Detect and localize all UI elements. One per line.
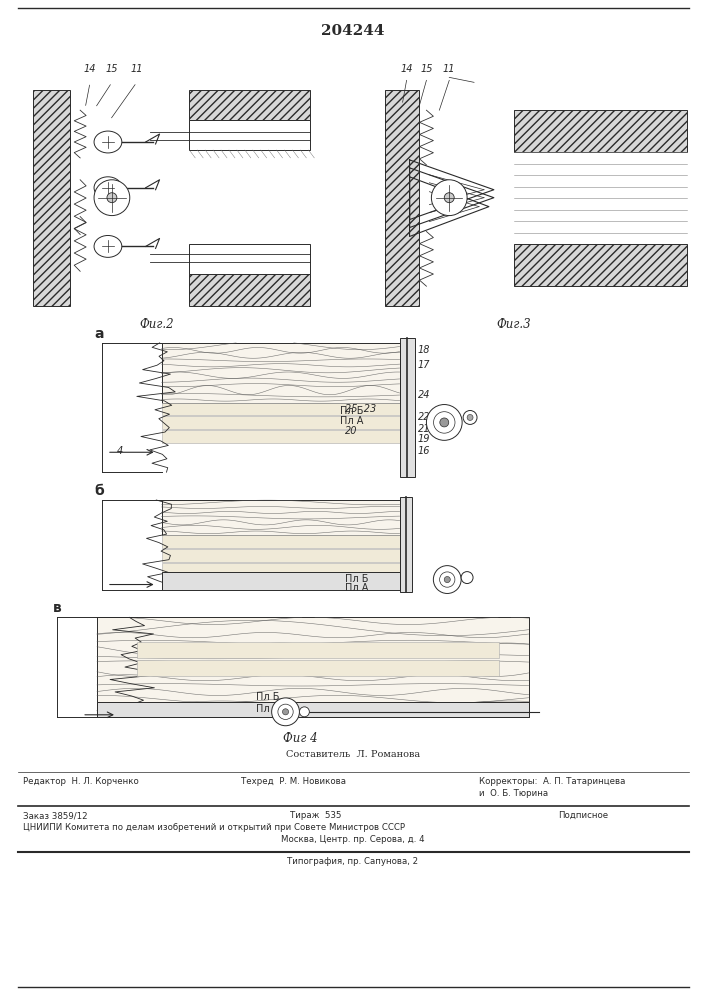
Text: ЦНИИПИ Комитета по делам изобретений и открытий при Совете Министров СССР: ЦНИИПИ Комитета по делам изобретений и о… xyxy=(23,823,404,832)
Bar xyxy=(514,244,687,286)
Bar xyxy=(514,110,687,152)
Text: 11: 11 xyxy=(443,64,455,74)
Text: Пл А: Пл А xyxy=(345,583,368,593)
Bar xyxy=(189,244,310,274)
Text: 16: 16 xyxy=(418,446,430,456)
Circle shape xyxy=(426,405,462,440)
Text: 204244: 204244 xyxy=(321,24,385,38)
Text: 14: 14 xyxy=(84,64,96,74)
Bar xyxy=(161,430,399,443)
Text: и  О. Б. Тюрина: и О. Б. Тюрина xyxy=(479,789,548,798)
Circle shape xyxy=(283,709,288,715)
Text: Москва, Центр. пр. Серова, д. 4: Москва, Центр. пр. Серова, д. 4 xyxy=(281,835,425,844)
Bar xyxy=(399,497,411,592)
Circle shape xyxy=(278,704,293,719)
Circle shape xyxy=(444,193,454,203)
Text: а: а xyxy=(94,327,103,341)
Bar xyxy=(161,572,399,589)
Text: Пл Б: Пл Б xyxy=(340,406,363,416)
Text: 20: 20 xyxy=(345,426,358,436)
Bar xyxy=(161,500,399,535)
Circle shape xyxy=(433,566,461,593)
Bar xyxy=(161,563,399,576)
Circle shape xyxy=(461,572,473,584)
Bar xyxy=(161,403,399,415)
Text: 17: 17 xyxy=(418,360,430,370)
Text: Пл Б: Пл Б xyxy=(345,574,368,584)
Bar xyxy=(385,90,419,306)
Circle shape xyxy=(271,698,300,726)
Circle shape xyxy=(444,576,450,583)
Bar xyxy=(189,120,310,150)
Circle shape xyxy=(107,193,117,203)
Bar xyxy=(189,90,310,120)
Text: Редактор  Н. Л. Корченко: Редактор Н. Л. Корченко xyxy=(23,777,139,786)
Bar xyxy=(136,642,499,658)
Text: 18: 18 xyxy=(418,345,430,355)
Circle shape xyxy=(440,572,455,587)
Text: Фиг.3: Фиг.3 xyxy=(496,318,531,331)
Circle shape xyxy=(440,418,449,427)
Text: Тираж  535: Тираж 535 xyxy=(291,811,342,820)
Text: в: в xyxy=(52,601,61,615)
Text: 11: 11 xyxy=(131,64,143,74)
Text: 21: 21 xyxy=(418,424,430,434)
Text: Пл А: Пл А xyxy=(256,704,279,714)
Ellipse shape xyxy=(94,131,122,153)
Text: Фиг 4: Фиг 4 xyxy=(283,732,317,745)
Text: Пл Б: Пл Б xyxy=(256,692,279,702)
Bar xyxy=(33,90,70,306)
Text: 19: 19 xyxy=(418,434,430,444)
Circle shape xyxy=(300,707,310,717)
Text: Пл А: Пл А xyxy=(340,416,363,426)
Text: Фиг.2: Фиг.2 xyxy=(139,318,174,331)
Ellipse shape xyxy=(94,235,122,257)
Bar xyxy=(161,343,399,403)
Circle shape xyxy=(431,180,467,216)
Circle shape xyxy=(463,410,477,424)
Text: Типография, пр. Сапунова, 2: Типография, пр. Сапунова, 2 xyxy=(288,857,419,866)
Text: 15: 15 xyxy=(105,64,118,74)
Text: Заказ 3859/12: Заказ 3859/12 xyxy=(23,811,87,820)
Text: 15: 15 xyxy=(420,64,433,74)
Text: Корректоры:  А. П. Татаринцева: Корректоры: А. П. Татаринцева xyxy=(479,777,626,786)
Text: 24: 24 xyxy=(418,390,430,400)
Bar xyxy=(189,274,310,306)
Bar xyxy=(136,660,499,676)
Text: Техред  Р. М. Новикова: Техред Р. М. Новикова xyxy=(241,777,346,786)
Text: 22: 22 xyxy=(418,412,430,422)
Circle shape xyxy=(94,180,130,216)
Circle shape xyxy=(467,414,473,420)
Circle shape xyxy=(433,412,455,433)
Bar xyxy=(161,535,399,548)
Ellipse shape xyxy=(94,177,122,199)
Text: Подписное: Подписное xyxy=(559,811,609,820)
Bar xyxy=(161,549,399,562)
Text: 25  23: 25 23 xyxy=(345,404,376,414)
Bar xyxy=(399,338,414,477)
Text: 4: 4 xyxy=(117,446,123,456)
Bar xyxy=(97,617,529,717)
Bar xyxy=(161,416,399,429)
Text: 14: 14 xyxy=(400,64,413,74)
Text: б: б xyxy=(94,484,104,498)
Bar xyxy=(97,702,529,717)
Text: Составитель  Л. Романова: Составитель Л. Романова xyxy=(286,750,420,759)
